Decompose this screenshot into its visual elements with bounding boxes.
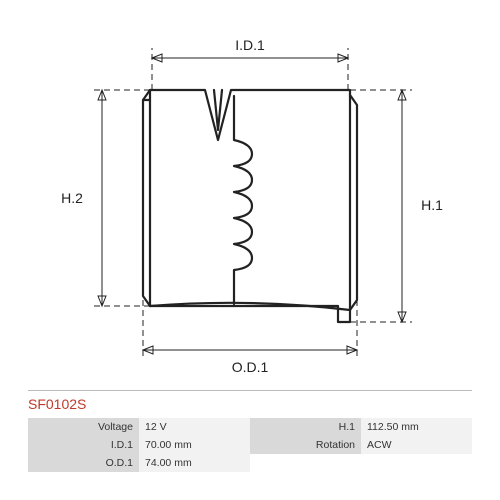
center-seam [234,96,252,304]
spec-value: 12 V [139,418,250,436]
spec-label: O.D.1 [28,454,139,472]
table-row: I.D.1 70.00 mm Rotation ACW [28,436,472,454]
dim-bottom-label: O.D.1 [232,359,269,375]
spec-value: 70.00 mm [139,436,250,454]
dim-top-label: I.D.1 [235,37,265,53]
spec-value: 74.00 mm [139,454,250,472]
spec-value: ACW [361,436,472,454]
spec-label: Rotation [250,436,361,454]
spec-table: Voltage 12 V H.1 112.50 mm I.D.1 70.00 m… [28,418,472,472]
divider [28,390,472,391]
spec-value: 112.50 mm [361,418,472,436]
spec-label: Voltage [28,418,139,436]
dim-right-label: H.1 [421,197,443,213]
part-outline [143,90,357,322]
spec-label: I.D.1 [28,436,139,454]
tech-drawing: I.D.1 O.D.1 H.2 H.1 [0,0,500,395]
table-row: Voltage 12 V H.1 112.50 mm [28,418,472,436]
spec-label: H.1 [250,418,361,436]
table-row: O.D.1 74.00 mm [28,454,472,472]
dim-left-label: H.2 [61,190,83,206]
part-number: SF0102S [28,396,86,412]
